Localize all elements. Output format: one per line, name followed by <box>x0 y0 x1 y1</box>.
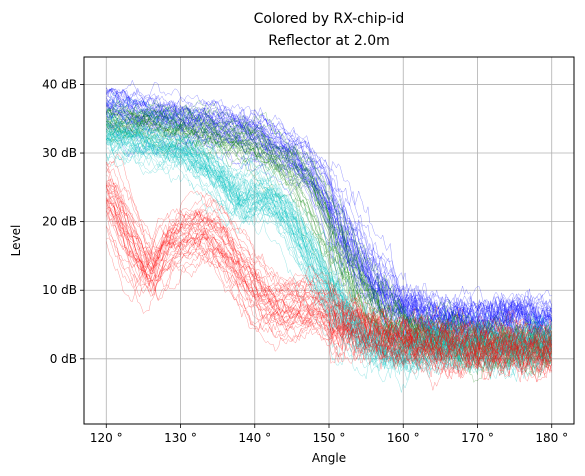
y-tick-label: 40 dB <box>42 77 77 91</box>
y-axis-label: Level <box>9 225 23 257</box>
series-line <box>106 185 552 361</box>
series-line <box>106 198 552 369</box>
y-tick-label: 20 dB <box>42 215 77 229</box>
series-line <box>106 146 552 374</box>
series-line <box>106 166 552 354</box>
series-line <box>106 102 552 341</box>
series-line <box>106 130 552 375</box>
x-tick-label: 150 ° <box>313 431 346 445</box>
series-line <box>106 128 552 372</box>
series-line <box>106 199 552 391</box>
series-line <box>106 211 552 373</box>
chart-title-line1: Colored by RX-chip-id <box>254 11 405 27</box>
series-line <box>106 182 552 376</box>
series-line <box>106 196 552 378</box>
series-line <box>106 87 552 335</box>
series-line <box>106 152 552 382</box>
series-line <box>106 191 552 364</box>
series-line <box>106 153 552 357</box>
series-line <box>106 79 552 335</box>
series-line <box>106 88 552 341</box>
series-line <box>106 155 552 383</box>
y-tick-label: 30 dB <box>42 146 77 160</box>
series-line <box>106 237 552 380</box>
series-line <box>106 110 552 378</box>
x-tick-label: 170 ° <box>461 431 494 445</box>
series-line <box>106 208 552 383</box>
series-line <box>106 120 552 362</box>
series-line <box>106 105 552 355</box>
series-line <box>106 200 552 378</box>
series-line <box>106 89 552 336</box>
chart-title-line2: Reflector at 2.0m <box>268 33 390 49</box>
series-line <box>106 123 552 373</box>
x-tick-label: 140 ° <box>238 431 271 445</box>
series-line <box>106 107 552 368</box>
series-line <box>106 208 552 378</box>
series-line <box>106 181 552 369</box>
y-tick-label: 0 dB <box>50 352 77 366</box>
series-line <box>106 205 552 379</box>
x-axis-ticks: 120 ° 130 ° 140 ° 150 ° 160 ° 170 ° 180 ° <box>90 424 568 445</box>
series-line <box>106 124 552 383</box>
series-line <box>106 183 552 383</box>
x-tick-label: 130 ° <box>164 431 197 445</box>
y-axis-ticks: 0 dB 10 dB 20 dB 30 dB 40 dB <box>42 77 84 366</box>
series-line <box>106 114 552 363</box>
series-line <box>106 101 552 348</box>
series-line <box>106 87 552 335</box>
x-tick-label: 120 ° <box>90 431 123 445</box>
y-tick-label: 10 dB <box>42 283 77 297</box>
series-line <box>106 105 552 348</box>
series-line <box>106 134 552 373</box>
series-line <box>106 184 552 363</box>
series-line <box>106 167 552 367</box>
x-tick-label: 160 ° <box>387 431 420 445</box>
x-tick-label: 180 ° <box>535 431 568 445</box>
series-line <box>106 110 552 351</box>
series-curves <box>106 79 552 393</box>
series-line <box>106 112 552 347</box>
x-axis-label: Angle <box>312 451 346 465</box>
series-line <box>106 226 552 372</box>
series-line <box>106 237 552 375</box>
series-line <box>106 178 552 368</box>
